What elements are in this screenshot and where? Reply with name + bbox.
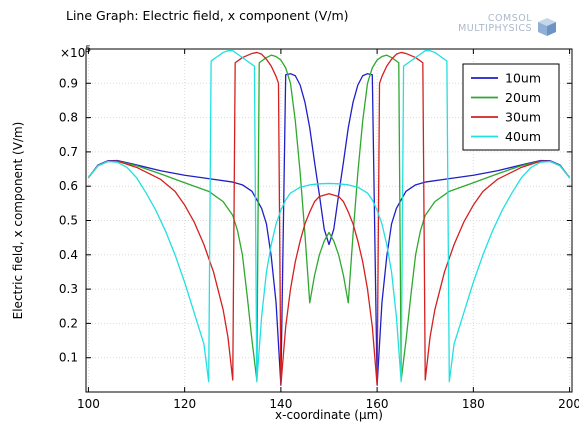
series-line-40um (87, 50, 571, 383)
x-tick-label: 100 (77, 397, 100, 411)
legend: 10um 20um 30um 40um (462, 63, 560, 151)
y-tick-label: 0.4 (59, 248, 78, 262)
y-tick-label: 0.9 (59, 76, 78, 90)
x-tick-label: 120 (173, 397, 196, 411)
cube-icon (538, 18, 556, 36)
brand-text: COMSOL MULTIPHYSICS (412, 14, 532, 34)
x-tick-label: 200 (558, 397, 579, 411)
y-axis-label: Electric field, x component (V/m) (11, 122, 25, 320)
series-line-30um (87, 51, 571, 386)
legend-label: 10um (505, 71, 541, 86)
legend-label: 40um (505, 129, 541, 144)
graph-title: Line Graph: Electric field, x component … (66, 8, 349, 23)
y-multiplier-base: ×10 (60, 46, 85, 60)
x-axis-label: x-coordinate (µm) (275, 408, 383, 422)
legend-label: 30um (505, 110, 541, 125)
y-tick-label: 0.2 (59, 316, 78, 330)
y-tick-label: 0.8 (59, 111, 78, 125)
legend-label: 20um (505, 90, 541, 105)
x-tick-label: 140 (269, 397, 292, 411)
y-tick-label: 0.1 (59, 351, 78, 365)
axis-ticks: 100 120 140 160 180 200 0.1 0.2 0.3 0.4 0.5 0.6 0.7 0… (59, 49, 579, 411)
comsol-logo: COMSOL MULTIPHYSICS (412, 14, 562, 44)
y-axis-multiplier: ×105 (60, 45, 91, 60)
series-line-10um (87, 73, 571, 386)
brand-line-1: COMSOL (487, 13, 532, 24)
brand-line-2: MULTIPHYSICS (458, 23, 532, 34)
y-tick-label: 0.6 (59, 179, 78, 193)
y-tick-label: 0.7 (59, 145, 78, 159)
series-line-20um (87, 54, 571, 381)
y-multiplier-exponent: 5 (85, 45, 91, 55)
series-group (87, 50, 571, 386)
x-tick-label: 180 (462, 397, 485, 411)
y-tick-label: 0.3 (59, 282, 78, 296)
x-tick-label: 160 (366, 397, 389, 411)
y-tick-label: 0.5 (59, 214, 78, 228)
